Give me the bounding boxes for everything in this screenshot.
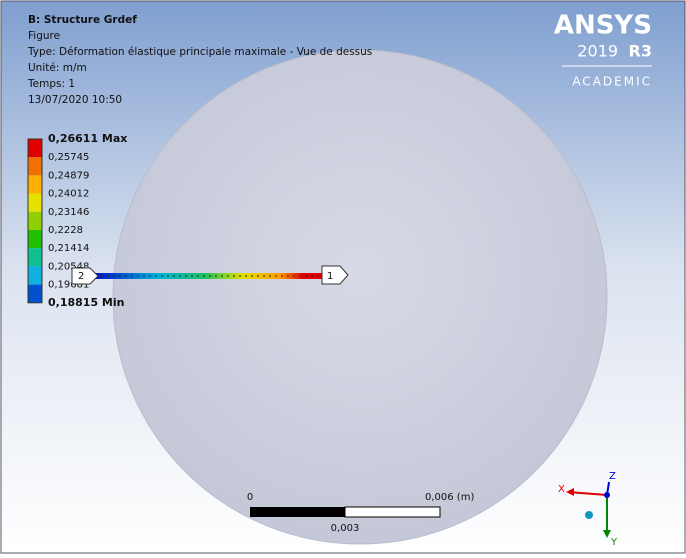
header-line: Unité: m/m bbox=[28, 62, 87, 74]
legend-band bbox=[28, 194, 42, 212]
triad-origin bbox=[604, 492, 610, 498]
legend-label: 0,18815 Min bbox=[48, 296, 124, 309]
triad-sphere bbox=[585, 511, 593, 519]
legend-label: 0,2228 bbox=[48, 225, 83, 236]
legend-band bbox=[28, 230, 42, 248]
legend-band bbox=[28, 175, 42, 193]
probe-label: 2 bbox=[78, 271, 84, 282]
legend-band bbox=[28, 248, 42, 266]
scale-start: 0 bbox=[247, 492, 253, 503]
legend-label: 0,21414 bbox=[48, 243, 89, 254]
header-line: 13/07/2020 10:50 bbox=[28, 94, 122, 106]
legend-label: 0,24012 bbox=[48, 189, 89, 200]
header-line: B: Structure Grdef bbox=[28, 14, 137, 26]
legend-label: 0,23146 bbox=[48, 207, 89, 218]
model-disk bbox=[113, 50, 607, 544]
logo-version: 2019 bbox=[577, 42, 618, 61]
header-line: Temps: 1 bbox=[27, 78, 75, 90]
legend-band bbox=[28, 285, 42, 303]
legend-label: 0,26611 Max bbox=[48, 132, 127, 145]
scale-middle: 0,003 bbox=[331, 523, 360, 534]
triad-y-label: Y bbox=[610, 537, 618, 548]
probe-label: 1 bbox=[327, 271, 333, 282]
logo-brand: ANSYS bbox=[554, 11, 652, 41]
viewport: B: Structure Grdef Figure Type: Déformat… bbox=[0, 0, 686, 554]
legend-band bbox=[28, 212, 42, 230]
logo-edition: ACADEMIC bbox=[572, 75, 652, 89]
logo-release: R3 bbox=[629, 42, 652, 61]
legend-band bbox=[28, 139, 42, 157]
triad-x-label: X bbox=[558, 484, 565, 495]
legend-band bbox=[28, 266, 42, 284]
header-line: Figure bbox=[28, 30, 60, 42]
scale-segment bbox=[345, 507, 440, 517]
legend-band bbox=[28, 157, 42, 175]
scale-segment bbox=[250, 507, 345, 517]
header-line: Type: Déformation élastique principale m… bbox=[27, 46, 372, 58]
scale-end: 0,006 (m) bbox=[425, 492, 474, 503]
legend-label: 0,24879 bbox=[48, 170, 89, 181]
legend-label: 0,25745 bbox=[48, 152, 89, 163]
triad-z-label: Z bbox=[609, 471, 616, 482]
